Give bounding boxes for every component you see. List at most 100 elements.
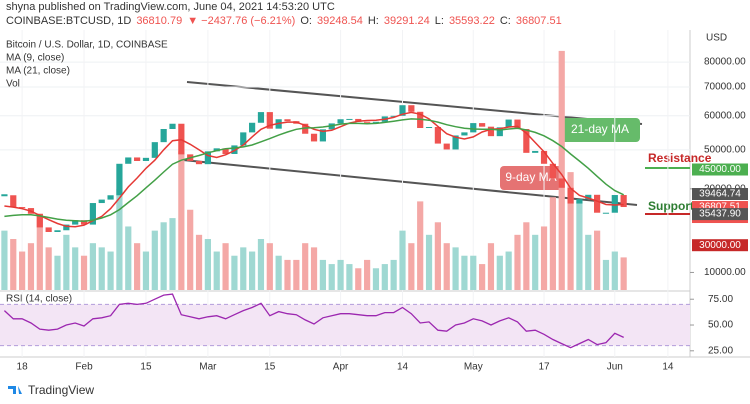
candle bbox=[195, 160, 203, 165]
candle bbox=[399, 105, 406, 116]
x-tick-label: 18 bbox=[17, 362, 29, 373]
candle bbox=[611, 195, 618, 213]
candle bbox=[390, 115, 397, 117]
byline: shyna published on TradingView.com, June… bbox=[6, 1, 335, 13]
candle bbox=[337, 119, 344, 124]
candle bbox=[470, 123, 477, 133]
volume-bar bbox=[54, 255, 61, 290]
candle bbox=[452, 135, 459, 150]
volume-bar bbox=[390, 259, 397, 290]
candle bbox=[505, 119, 512, 128]
volume-bar bbox=[107, 251, 114, 290]
ohlc-value: 35593.22 bbox=[449, 15, 495, 27]
candle bbox=[602, 212, 610, 214]
price-label-box bbox=[692, 188, 748, 201]
candle bbox=[319, 129, 326, 142]
ma9-label: 9-day MA bbox=[505, 170, 556, 184]
volume-bar bbox=[151, 230, 158, 290]
rsi-tick-label: 50.00 bbox=[708, 320, 733, 331]
candle bbox=[222, 148, 229, 154]
volume-bar bbox=[549, 197, 556, 290]
rsi-tick-label: 25.00 bbox=[708, 345, 733, 356]
legend-entry: MA (9, close) bbox=[6, 53, 64, 64]
candle bbox=[594, 194, 601, 213]
candle bbox=[249, 122, 256, 133]
candle bbox=[310, 133, 318, 142]
y-tick-label: 50000.00 bbox=[704, 144, 746, 155]
candle bbox=[266, 112, 273, 129]
volume-bar bbox=[567, 172, 574, 290]
x-tick-label: Jun bbox=[607, 362, 623, 373]
candle bbox=[355, 118, 362, 122]
volume-bar bbox=[399, 230, 406, 290]
volume-bar bbox=[558, 50, 565, 290]
candle bbox=[231, 145, 238, 154]
volume-bar bbox=[425, 234, 433, 290]
candle bbox=[567, 187, 574, 204]
candle bbox=[160, 129, 167, 143]
candle bbox=[125, 157, 132, 164]
price-label-box bbox=[692, 239, 748, 252]
volume-bar bbox=[532, 234, 539, 290]
volume-bar bbox=[160, 222, 167, 290]
volume-bar bbox=[364, 259, 371, 290]
volume-bar bbox=[45, 247, 52, 290]
candle bbox=[204, 151, 211, 165]
volume-bar bbox=[514, 234, 521, 290]
volume-bar bbox=[116, 188, 123, 290]
upper-trend-line bbox=[186, 81, 643, 125]
price-label: 36807.51 bbox=[699, 202, 741, 213]
candle bbox=[540, 150, 548, 164]
candle bbox=[142, 157, 150, 161]
y-tick-label: 60000.00 bbox=[704, 110, 746, 121]
candle bbox=[54, 230, 61, 232]
candle bbox=[479, 123, 486, 127]
volume-bar bbox=[576, 201, 583, 290]
volume-bar bbox=[310, 247, 318, 290]
volume-bar bbox=[10, 239, 17, 290]
candle bbox=[80, 220, 88, 225]
candle bbox=[116, 163, 123, 196]
volume-bar bbox=[134, 243, 141, 290]
ohlc-key: O: bbox=[300, 15, 312, 27]
volume-bar bbox=[63, 234, 70, 290]
volume-bar bbox=[27, 243, 35, 290]
volume-bar bbox=[284, 259, 291, 290]
volume-bar bbox=[337, 259, 344, 290]
price-label: 35437.90 bbox=[699, 209, 741, 220]
rsi-line bbox=[3, 293, 624, 349]
x-tick-label: 15 bbox=[140, 362, 152, 373]
price-label-box bbox=[692, 163, 748, 176]
rsi-tick-label: 75.00 bbox=[708, 294, 733, 305]
candle bbox=[36, 213, 43, 228]
legend-entry: Vol bbox=[6, 79, 20, 90]
candle bbox=[257, 112, 265, 123]
candle bbox=[408, 105, 415, 112]
symbol: COINBASE:BTCUSD, 1D bbox=[6, 15, 131, 27]
volume-bar bbox=[470, 255, 477, 290]
volume-bar bbox=[231, 255, 238, 290]
volume-bar bbox=[213, 251, 220, 290]
volume-bar bbox=[275, 255, 282, 290]
candle bbox=[98, 199, 105, 204]
candle bbox=[364, 121, 371, 123]
candle bbox=[514, 119, 521, 130]
candle bbox=[496, 127, 503, 137]
price-label-box bbox=[692, 208, 748, 221]
x-tick-label: Apr bbox=[333, 362, 349, 373]
x-tick-label: 14 bbox=[397, 362, 409, 373]
candle bbox=[240, 132, 247, 146]
ohlc-key: C: bbox=[500, 15, 511, 27]
price-label: 45000.00 bbox=[699, 164, 741, 175]
candle bbox=[576, 199, 583, 204]
candle bbox=[63, 224, 70, 231]
ma-line bbox=[4, 118, 625, 223]
y-tick-label: 80000.00 bbox=[704, 57, 746, 68]
x-tick-label: 17 bbox=[538, 362, 550, 373]
volume-bar bbox=[222, 243, 229, 290]
volume-bar bbox=[195, 234, 203, 290]
volume-bar bbox=[204, 239, 211, 290]
x-tick-label: 14 bbox=[662, 362, 674, 373]
